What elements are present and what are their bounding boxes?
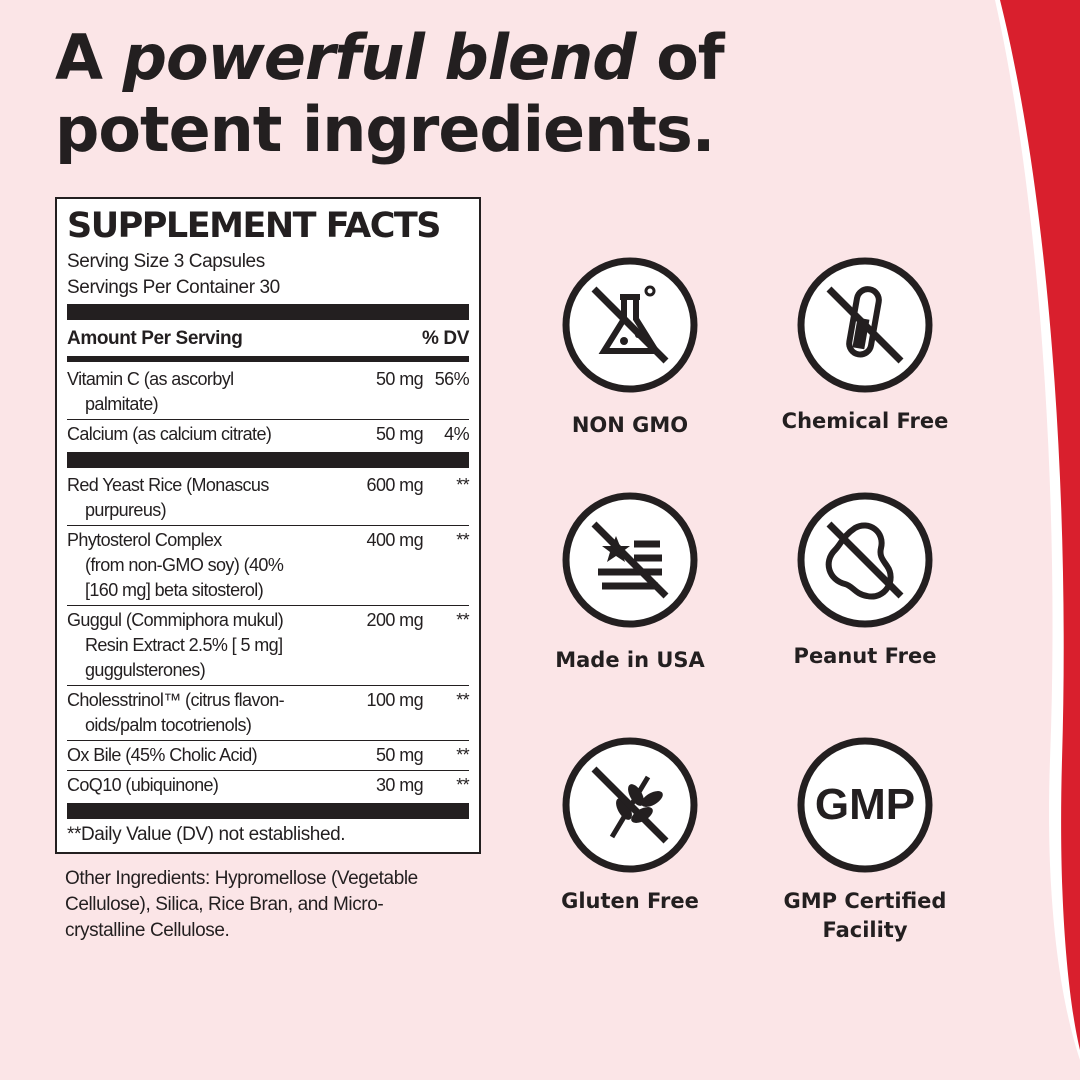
- facts-row: Calcium (as calcium citrate) 50 mg 4%: [67, 420, 470, 449]
- facts-row: Guggul (Commiphora mukul) Resin Extract 2…: [67, 606, 470, 685]
- badge-label: GMP Certified Facility: [783, 889, 947, 942]
- daily-value: **: [456, 775, 469, 795]
- ingredient-name-line: [160 mg] beta sitosterol): [85, 580, 264, 600]
- ingredient-name-line: (from non-GMO soy) (40%: [85, 555, 284, 575]
- divider: [67, 419, 469, 420]
- ingredient-name-line: Vitamin C (as ascorbyl: [67, 369, 234, 389]
- divider: [67, 740, 469, 741]
- daily-value: **: [456, 690, 469, 710]
- ingredient-name-line: Phytosterol Complex: [67, 530, 222, 550]
- ingredient-name-line: oids/palm tocotrienols): [85, 715, 252, 735]
- ingredient-name: Vitamin C (as ascorbyl palmitate): [67, 367, 339, 417]
- wheat-prohibited-icon: [562, 737, 698, 873]
- ingredient-name: Red Yeast Rice (Monascus purpureus): [67, 473, 339, 523]
- ingredient-name-line: CoQ10 (ubiquinone): [67, 775, 219, 795]
- badge-wheat-prohibited: Gluten Free: [530, 737, 730, 916]
- ingredient-name-line: Red Yeast Rice (Monascus: [67, 475, 269, 495]
- ingredient-name-line: Calcium (as calcium citrate): [67, 424, 272, 444]
- ingredient-name-line: purpureus): [85, 500, 167, 520]
- headline-part1: A: [55, 21, 123, 94]
- divider: [67, 304, 469, 320]
- gmp-icon: GMP: [797, 737, 933, 873]
- amount-header: Amount Per Serving: [67, 328, 243, 349]
- amount: 50 mg: [375, 369, 424, 389]
- amount: 200 mg: [366, 610, 424, 630]
- headline-part2: of: [635, 21, 725, 94]
- left-column: SUPPLEMENT FACTS Serving Size 3 Capsules…: [55, 197, 481, 944]
- ingredient-name: Calcium (as calcium citrate): [67, 422, 339, 447]
- ingredient-name: Guggul (Commiphora mukul) Resin Extract 2…: [67, 608, 339, 683]
- daily-value: **: [456, 745, 469, 765]
- ingredient-name: Phytosterol Complex (from non-GMO soy) (4…: [67, 528, 339, 603]
- ingredient-name: CoQ10 (ubiquinone): [67, 773, 339, 798]
- badge-label: NON GMO: [571, 413, 689, 437]
- badge-gmp: GMP GMP Certified Facility: [765, 737, 965, 945]
- facts-row: Cholesstrinol™ (citrus flavon-oids/palm …: [67, 686, 470, 740]
- daily-value: 56%: [434, 369, 470, 389]
- facts-rows: Vitamin C (as ascorbyl palmitate) 50 mg 56%…: [67, 365, 470, 800]
- servings-per-container: Servings Per Container 30: [67, 277, 280, 298]
- usa-flag-icon: [562, 492, 698, 628]
- divider: [67, 356, 469, 362]
- badge-test-tube-prohibited: Chemical Free: [765, 257, 965, 436]
- amount: 30 mg: [375, 775, 424, 795]
- ingredient-name-line: palmitate): [85, 394, 159, 414]
- headline-emphasis: powerful blend: [122, 21, 637, 94]
- divider: [67, 770, 469, 771]
- facts-row: Phytosterol Complex (from non-GMO soy) (4…: [67, 526, 470, 605]
- ingredient-name-line: Ox Bile (45% Cholic Acid): [67, 745, 258, 765]
- badge-label: Chemical Free: [781, 409, 949, 433]
- amount: 50 mg: [375, 745, 424, 765]
- badge-peanut-prohibited: Peanut Free: [765, 492, 965, 671]
- daily-value: **: [456, 530, 469, 550]
- headline: A powerful blend of potent ingredients.: [55, 21, 725, 166]
- divider: [67, 685, 469, 686]
- ingredient-name: Ox Bile (45% Cholic Acid): [67, 743, 339, 768]
- ingredient-name-line: Resin Extract 2.5% [ 5 mg]: [85, 635, 283, 655]
- daily-value: 4%: [444, 424, 469, 444]
- divider: [67, 605, 469, 606]
- divider: [67, 525, 469, 526]
- amount: 100 mg: [366, 690, 424, 710]
- supplement-facts-panel: SUPPLEMENT FACTS Serving Size 3 Capsules…: [55, 197, 481, 854]
- divider: [67, 803, 469, 819]
- amount: 50 mg: [375, 424, 424, 444]
- facts-row: Vitamin C (as ascorbyl palmitate) 50 mg 56%: [67, 365, 470, 419]
- ingredient-name-line: Cholesstrinol™ (citrus flavon-: [67, 690, 285, 710]
- headline-line2: potent ingredients.: [55, 93, 715, 166]
- ingredient-name: Cholesstrinol™ (citrus flavon-oids/palm …: [67, 688, 339, 738]
- facts-row: Ox Bile (45% Cholic Acid) 50 mg **: [67, 741, 470, 770]
- badge-flask-prohibited: NON GMO: [530, 257, 730, 440]
- amount-header-row: Amount Per Serving % DV: [67, 323, 469, 353]
- footnote: **Daily Value (DV) not established.: [67, 824, 346, 845]
- serving-size: Serving Size 3 Capsules: [67, 251, 265, 272]
- amount: 400 mg: [366, 530, 424, 550]
- peanut-prohibited-icon: [797, 492, 933, 628]
- ingredient-name-line: Guggul (Commiphora mukul): [67, 610, 284, 630]
- dv-header: % DV: [422, 328, 469, 349]
- daily-value: **: [456, 475, 469, 495]
- gmp-text: GMP: [815, 780, 915, 829]
- daily-value: **: [456, 610, 469, 630]
- amount: 600 mg: [366, 475, 424, 495]
- test-tube-prohibited-icon: [797, 257, 933, 393]
- badge-usa-flag: Made in USA: [530, 492, 730, 675]
- divider: [67, 452, 469, 468]
- facts-row: Red Yeast Rice (Monascus purpureus) 600 mg…: [67, 471, 470, 525]
- badge-label: Made in USA: [555, 648, 705, 672]
- ingredient-name-line: guggulsterones): [85, 660, 206, 680]
- flask-prohibited-icon: [562, 257, 698, 393]
- facts-title: SUPPLEMENT FACTS: [67, 206, 441, 246]
- badge-label: Peanut Free: [793, 644, 937, 668]
- other-ingredients: Other Ingredients: Hypromellose (Vegetab…: [65, 868, 418, 941]
- facts-row: CoQ10 (ubiquinone) 30 mg **: [67, 771, 470, 800]
- badge-label: Gluten Free: [561, 889, 699, 913]
